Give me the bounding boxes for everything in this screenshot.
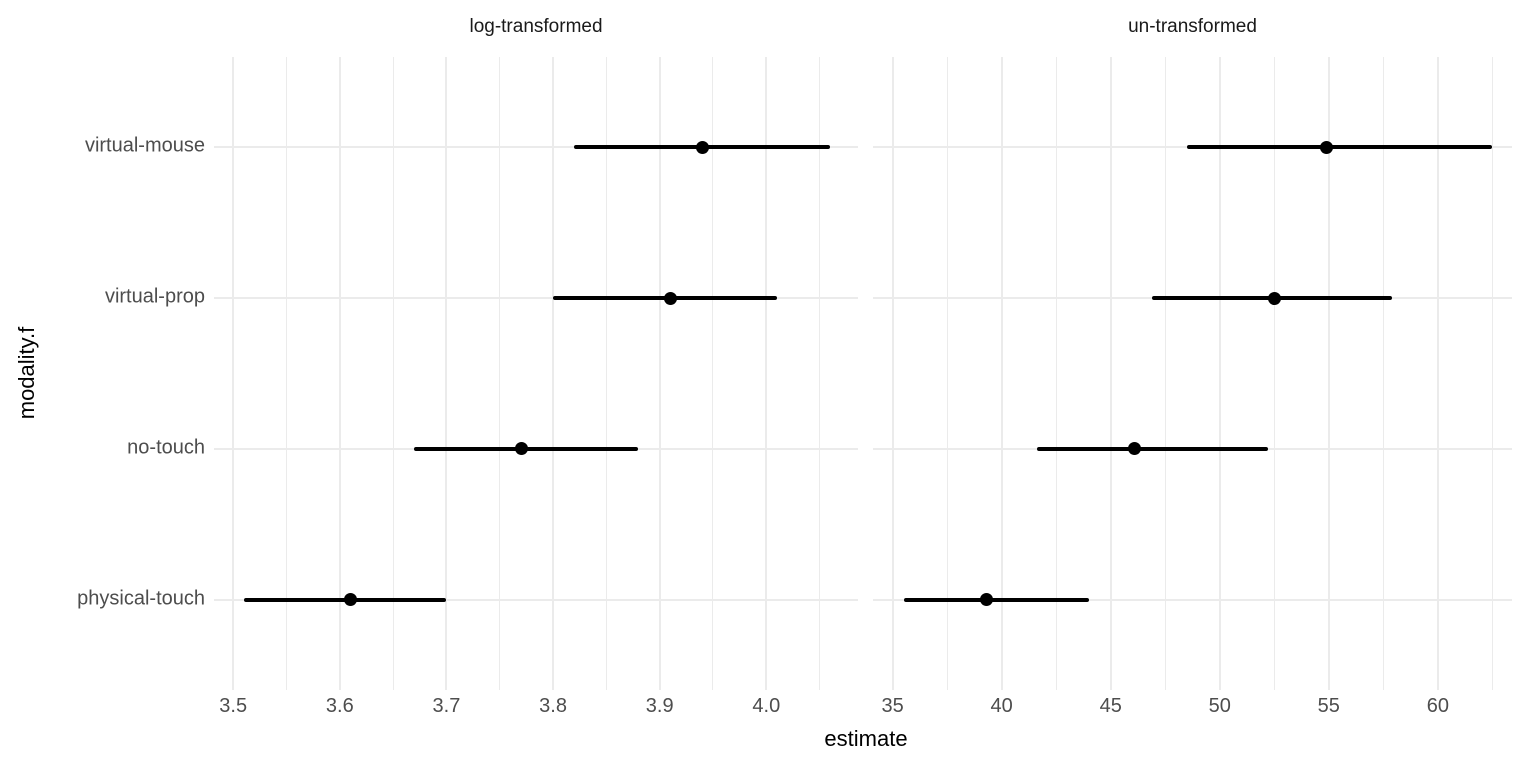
gridline-minor (946, 57, 948, 690)
gridline-row-virtual-mouse (214, 146, 858, 149)
x-tick-label-3.5: 3.5 (219, 695, 248, 717)
x-tick-label-35: 35 (881, 695, 904, 717)
gridline-major (1109, 57, 1112, 690)
gridline-minor (1491, 57, 1493, 690)
point-un-transformed-physical-touch (979, 593, 993, 607)
gridline-row-physical-touch (214, 598, 858, 601)
x-tick-label-50: 50 (1208, 695, 1231, 717)
gridline-major (232, 57, 235, 690)
point-un-transformed-virtual-mouse (1320, 140, 1334, 154)
gridline-minor (286, 57, 287, 690)
gridline-minor (1055, 57, 1057, 690)
facet-panel-log-transformed (214, 57, 858, 690)
ci-line-un-transformed-no-touch (1036, 446, 1268, 451)
ci-line-un-transformed-physical-touch (903, 597, 1089, 602)
gridline-major (552, 57, 555, 690)
gridline-row-physical-touch (873, 598, 1512, 601)
y-axis-title: modality.f (14, 326, 39, 420)
ci-line-un-transformed-virtual-mouse (1187, 145, 1493, 150)
gridline-major (1218, 57, 1221, 690)
x-axis-title: estimate (824, 726, 908, 751)
facet-strip-log-transformed: log-transformed (469, 16, 603, 37)
gridline-major (1327, 57, 1330, 690)
gridline-row-virtual-prop (214, 297, 858, 300)
gridline-major (658, 57, 661, 690)
gridline-major (765, 57, 768, 690)
x-tick-label-40: 40 (990, 695, 1013, 717)
facet-panel-un-transformed (873, 57, 1512, 690)
facet-strip-un-transformed: un-transformed (1128, 16, 1257, 37)
x-tick-label-4.0: 4.0 (752, 695, 781, 717)
x-tick-label-55: 55 (1317, 695, 1340, 717)
x-tick-label-3.7: 3.7 (432, 695, 461, 717)
x-tick-label-3.8: 3.8 (539, 695, 567, 717)
point-log-transformed-virtual-prop (663, 291, 677, 305)
x-tick-label-3.9: 3.9 (645, 695, 674, 717)
gridline-minor (499, 57, 501, 690)
gridline-minor (712, 57, 714, 690)
point-log-transformed-physical-touch (343, 593, 357, 607)
point-log-transformed-no-touch (514, 442, 528, 456)
y-axis-label-virtual-mouse: virtual-mouse (84, 134, 205, 157)
gridline-major (1000, 57, 1003, 690)
x-tick-label-60: 60 (1426, 695, 1449, 717)
gridline-major (445, 57, 448, 690)
gridline-major (338, 57, 341, 690)
point-un-transformed-virtual-prop (1267, 291, 1281, 305)
gridline-minor (1273, 57, 1275, 690)
gridline-minor (392, 57, 394, 690)
x-tick-label-3.6: 3.6 (325, 695, 354, 717)
gridline-minor (1382, 57, 1384, 690)
point-un-transformed-no-touch (1128, 442, 1142, 456)
point-log-transformed-virtual-mouse (695, 140, 709, 154)
gridline-major (1436, 57, 1439, 690)
y-axis-label-no-touch: no-touch (127, 436, 205, 459)
gridline-minor (1164, 57, 1166, 690)
gridline-minor (819, 57, 821, 690)
gridline-minor (605, 57, 607, 690)
y-axis-label-physical-touch: physical-touch (77, 586, 205, 609)
x-tick-label-45: 45 (1099, 695, 1122, 717)
gridline-major (891, 57, 894, 690)
y-axis-label-virtual-prop: virtual-prop (104, 285, 205, 308)
